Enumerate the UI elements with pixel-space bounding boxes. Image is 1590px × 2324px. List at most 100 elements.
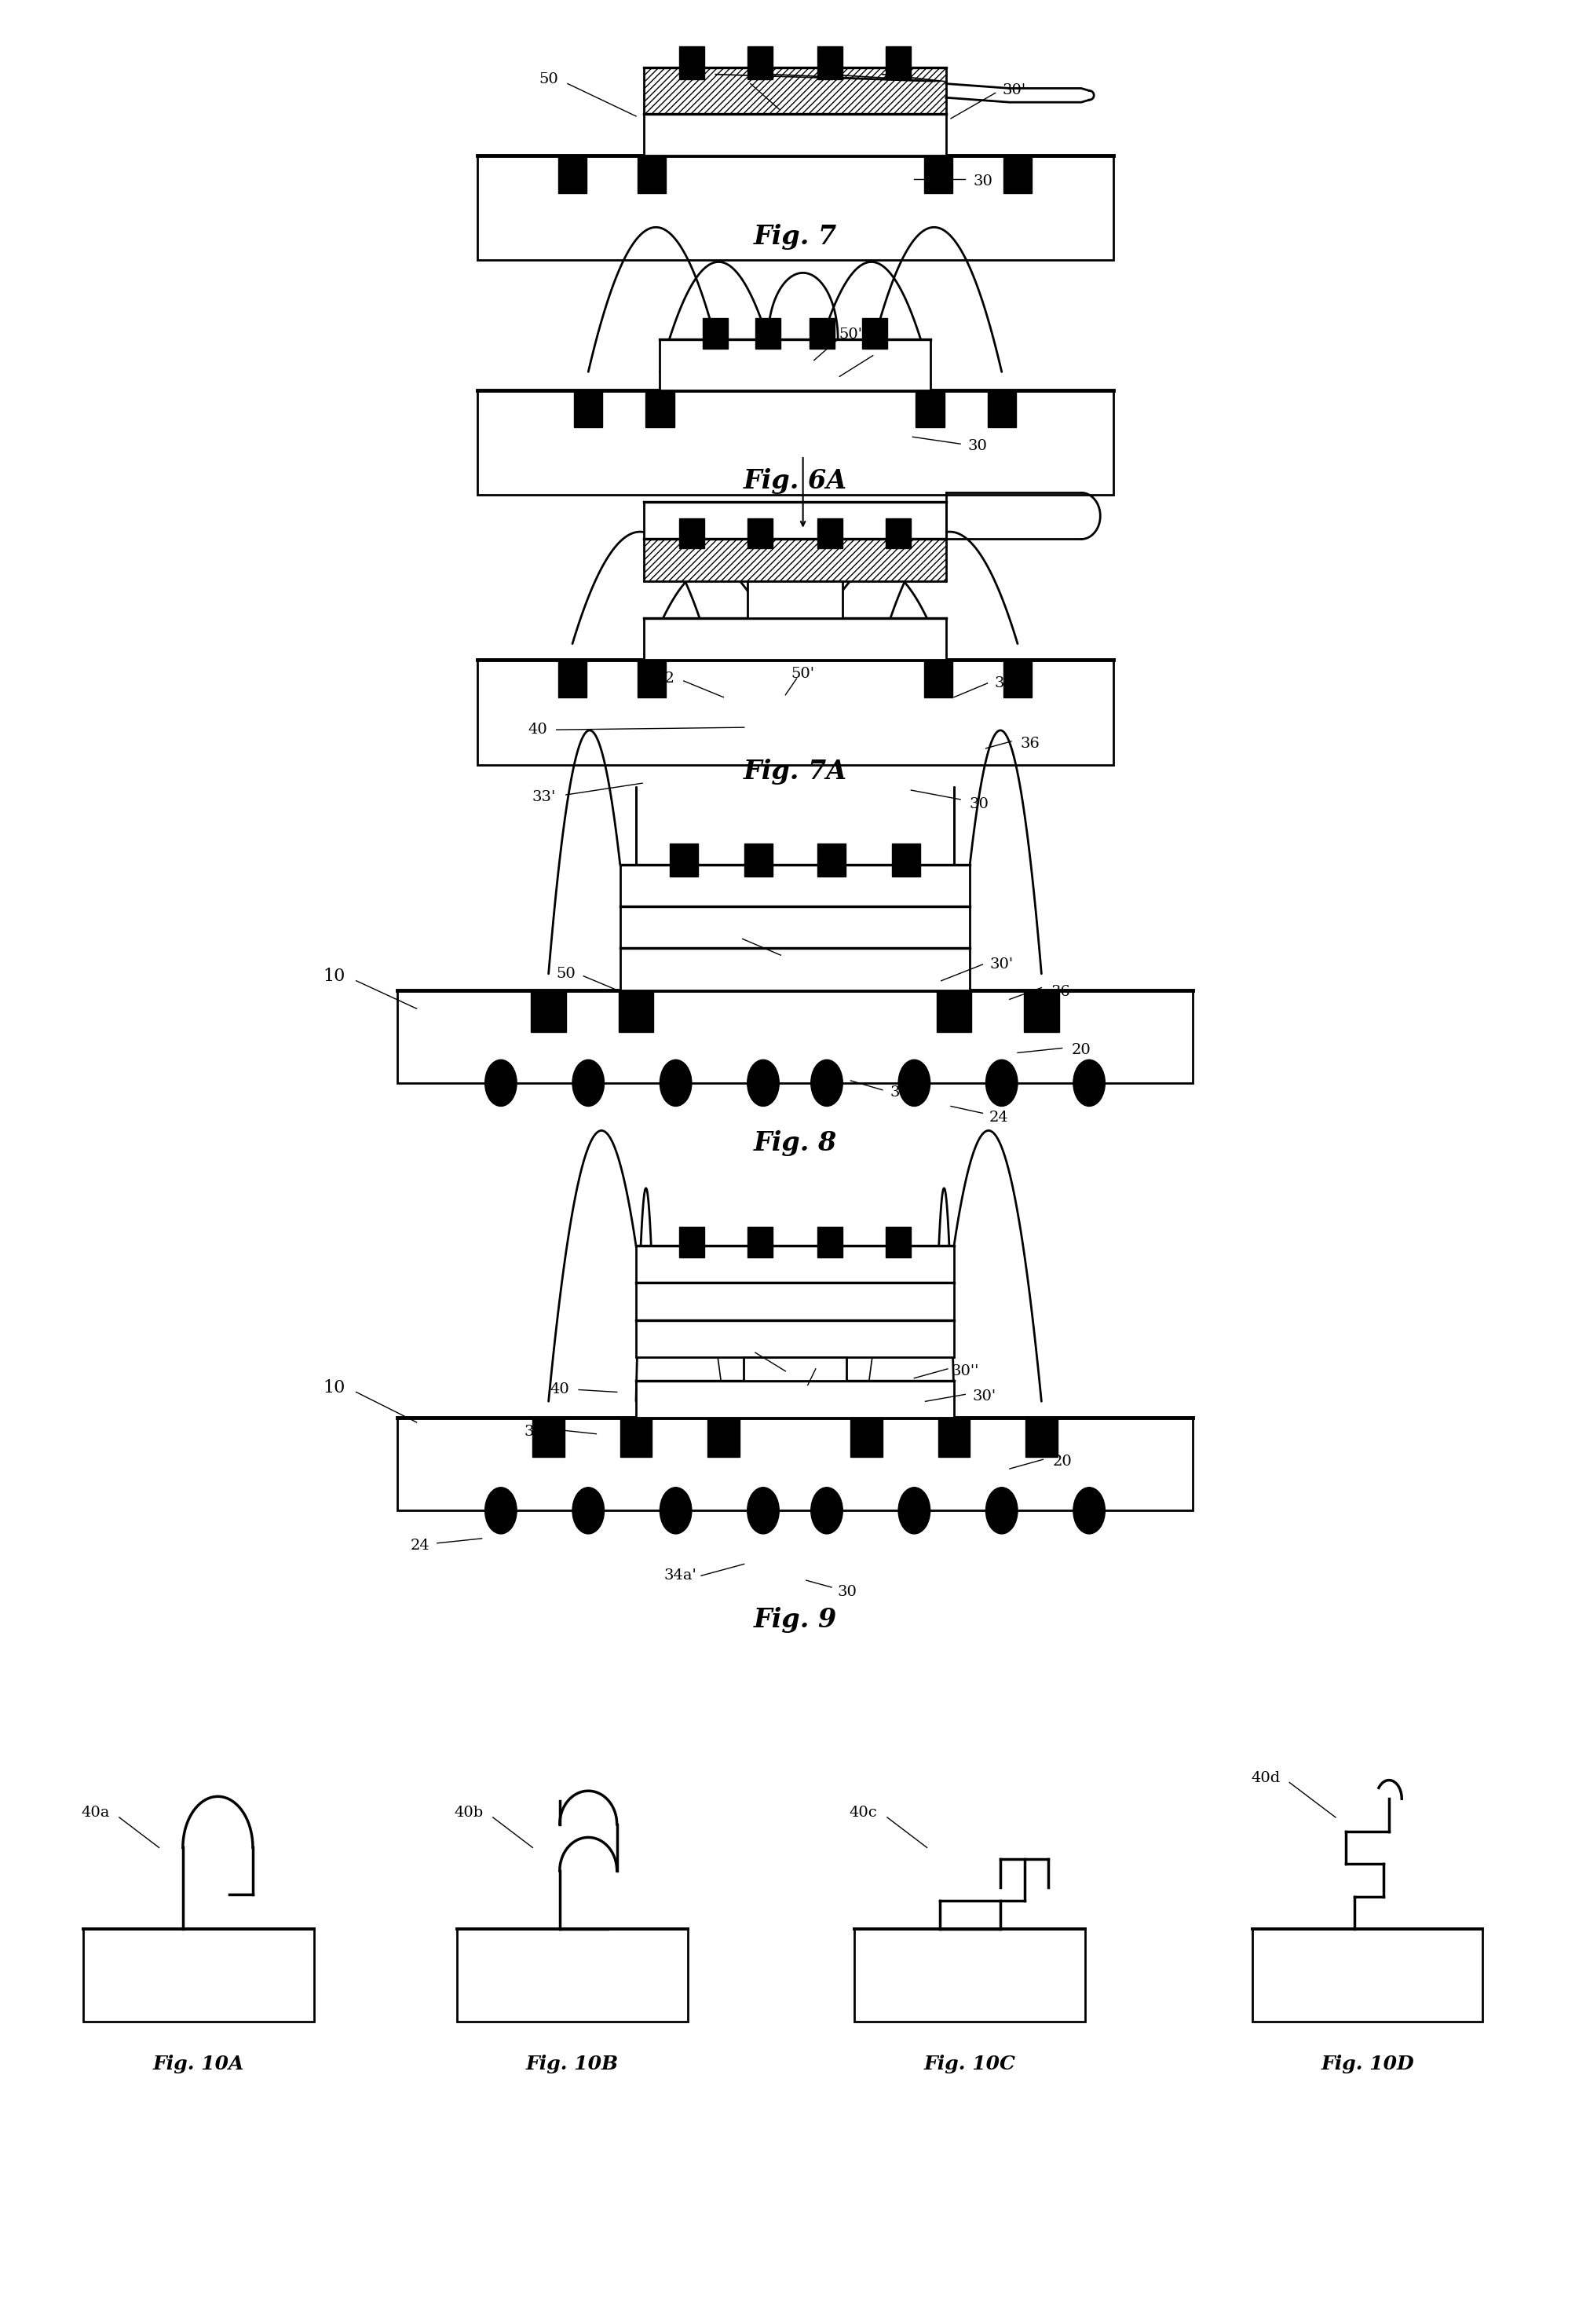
Bar (619, 990, 653, 1032)
Bar (620, 906, 970, 948)
Bar (744, 1357, 846, 1380)
Bar (817, 46, 843, 79)
Bar (987, 390, 1016, 428)
Text: 34b': 34b' (722, 1341, 757, 1355)
Bar (937, 990, 971, 1032)
Bar (398, 990, 1192, 1083)
Bar (924, 660, 952, 697)
Circle shape (747, 1060, 779, 1106)
Circle shape (572, 1060, 604, 1106)
Bar (817, 518, 843, 548)
Bar (1024, 990, 1059, 1032)
Bar (477, 390, 1113, 495)
Text: 36: 36 (1021, 737, 1040, 751)
Bar (644, 539, 946, 581)
Bar (1253, 1929, 1482, 2022)
Text: 50: 50 (556, 967, 576, 981)
Bar (703, 318, 728, 349)
Bar (398, 1418, 1192, 1511)
Text: 34a': 34a' (708, 927, 739, 941)
Text: Fig. 10C: Fig. 10C (924, 2054, 1016, 2073)
Text: 30'': 30'' (951, 1364, 979, 1378)
Circle shape (811, 1060, 843, 1106)
Bar (755, 318, 781, 349)
Bar (744, 844, 773, 876)
Bar (747, 518, 773, 548)
Text: 40: 40 (528, 723, 547, 737)
Text: 40: 40 (550, 1383, 569, 1397)
Bar (679, 46, 704, 79)
Bar (1003, 156, 1032, 193)
Bar (620, 1418, 652, 1457)
Bar (1026, 1418, 1057, 1457)
Bar (886, 518, 911, 548)
Text: 30': 30' (973, 1390, 995, 1404)
Bar (862, 318, 887, 349)
Circle shape (485, 1487, 517, 1534)
Bar (747, 1227, 773, 1257)
Text: 30': 30' (1003, 84, 1026, 98)
Bar (708, 1418, 739, 1457)
Text: 30': 30' (995, 676, 1018, 690)
Bar (574, 390, 603, 428)
Bar (924, 156, 952, 193)
Bar (620, 865, 970, 906)
Text: 50: 50 (539, 72, 558, 86)
Bar (938, 1418, 970, 1457)
Text: Fig. 6A: Fig. 6A (743, 467, 847, 495)
Text: 40c: 40c (849, 1806, 878, 1820)
Circle shape (1073, 1060, 1105, 1106)
Bar (851, 1418, 882, 1457)
Bar (531, 990, 566, 1032)
Text: 30: 30 (838, 1585, 857, 1599)
Bar (817, 1227, 843, 1257)
Bar (636, 1380, 954, 1418)
Bar (636, 1320, 954, 1357)
Text: Fig. 10D: Fig. 10D (1321, 2054, 1414, 2073)
Bar (747, 46, 773, 79)
Bar (669, 844, 698, 876)
Text: 30: 30 (973, 174, 992, 188)
Bar (886, 1227, 911, 1257)
Bar (458, 1929, 687, 2022)
Circle shape (1073, 1487, 1105, 1534)
Circle shape (485, 1060, 517, 1106)
Bar (477, 660, 1113, 765)
Text: 33': 33' (533, 790, 555, 804)
Text: Fig. 7A: Fig. 7A (743, 758, 847, 786)
Circle shape (811, 1487, 843, 1534)
Text: 30: 30 (970, 797, 989, 811)
Text: 40a: 40a (81, 1806, 110, 1820)
Bar (644, 618, 946, 660)
Text: 36: 36 (1051, 985, 1070, 999)
Bar (636, 1246, 954, 1283)
Bar (1003, 660, 1032, 697)
Text: 24: 24 (989, 1111, 1008, 1125)
Circle shape (898, 1060, 930, 1106)
Text: Fig. 10A: Fig. 10A (153, 2054, 245, 2073)
Circle shape (660, 1060, 692, 1106)
Bar (747, 581, 843, 618)
Text: 36: 36 (525, 1425, 544, 1439)
Bar (916, 390, 944, 428)
Text: 50': 50' (840, 328, 862, 342)
Text: 50': 50' (792, 667, 814, 681)
Bar (638, 156, 666, 193)
Bar (644, 67, 946, 114)
Circle shape (898, 1487, 930, 1534)
Circle shape (572, 1487, 604, 1534)
Text: Fig. 9: Fig. 9 (754, 1606, 836, 1634)
Bar (886, 46, 911, 79)
Circle shape (986, 1060, 1018, 1106)
Bar (558, 660, 587, 697)
Circle shape (986, 1487, 1018, 1534)
Text: 32: 32 (730, 72, 749, 86)
Bar (644, 502, 946, 539)
Text: 30: 30 (968, 439, 987, 453)
Text: 32: 32 (655, 672, 674, 686)
Bar (477, 156, 1113, 260)
Bar (638, 660, 666, 697)
Text: 10: 10 (323, 967, 345, 985)
Text: 20: 20 (1053, 1455, 1072, 1469)
Bar (84, 1929, 315, 2022)
